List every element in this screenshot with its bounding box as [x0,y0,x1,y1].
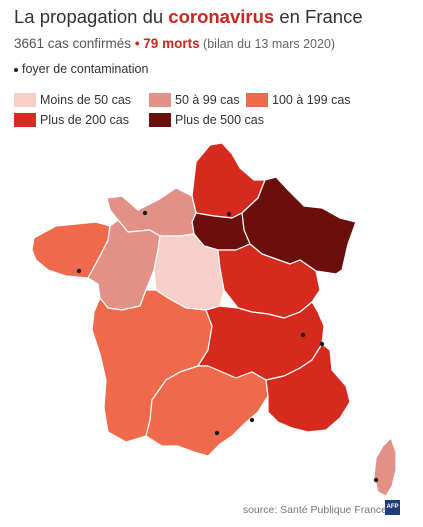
map-subtitle: 3661 cas confirmés • 79 morts (bilan du … [14,36,335,51]
legend-swatch [149,113,171,127]
foyer-marker [214,430,220,436]
legend-item-plus-500: Plus de 500 cas [149,113,264,127]
title-highlight: coronavirus [168,6,275,27]
subtitle-separator: • [131,36,144,51]
legend-swatch [246,93,268,107]
foyer-markers [76,210,379,483]
source-credit: source: Santé Publique France [242,504,387,516]
title-suffix: en France [274,6,363,27]
legend-label: Plus de 200 cas [40,113,129,127]
foyer-marker [76,268,82,274]
map-title: La propagation du coronavirus en France [14,6,363,28]
title-prefix: La propagation du [14,6,169,27]
region-bourgogne-franche-comte [217,243,321,319]
legend-swatch [14,93,36,107]
legend-label: Plus de 500 cas [175,113,264,127]
legend-swatch [14,113,36,127]
france-choropleth-map [31,142,397,497]
legend-item-100-199: 100 à 199 cas [246,93,351,107]
foyer-marker [142,210,148,216]
legend-label: Moins de 50 cas [40,93,132,107]
legend-item-moins-50: Moins de 50 cas [14,93,131,107]
foyer-legend: foyer de contamination [14,62,148,76]
afp-logo-icon: AFP [385,500,400,515]
legend-label: 100 à 199 cas [272,93,351,107]
region-corse [373,437,397,497]
foyer-marker [319,341,325,347]
deaths-count: 79 morts [143,36,200,51]
legend-swatch [149,93,171,107]
legend-label: 50 à 99 cas [175,93,240,107]
foyer-dot-icon [14,67,18,72]
legend-item-plus-200: Plus de 200 cas [14,113,129,127]
foyer-marker [226,211,232,217]
foyer-marker [373,477,379,483]
bulletin-date: (bilan du 13 mars 2020) [199,37,336,51]
cases-count: 3661 cas confirmés [14,36,132,51]
region-provence-alpes-cote-dazur [265,343,351,433]
foyer-label: foyer de contamination [22,62,149,76]
legend-item-50-99: 50 à 99 cas [149,93,240,107]
foyer-marker [249,417,255,423]
foyer-marker [300,332,306,338]
